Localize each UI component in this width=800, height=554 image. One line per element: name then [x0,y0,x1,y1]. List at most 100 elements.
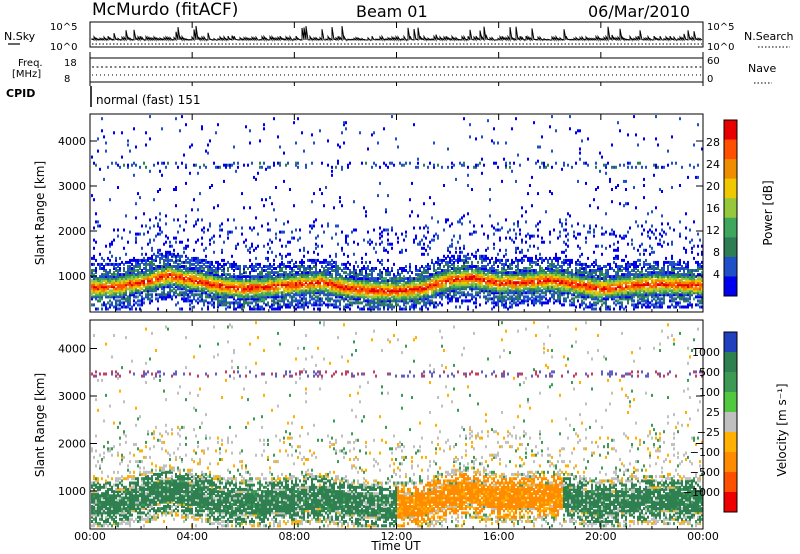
power-cell [443,285,445,289]
power-cell [247,301,249,305]
power-cell [427,295,429,299]
power-cell [401,293,403,297]
power-cell [251,291,253,295]
nave-label: Nave [748,62,776,75]
power-cell [493,289,495,293]
power-cell [481,271,483,275]
power-cell [337,283,339,287]
power-cell [475,165,477,169]
power-cell [101,281,103,285]
power-cell [199,277,201,281]
power-cell [519,258,521,262]
power-cell [251,289,253,293]
power-cell [521,238,523,242]
power-cell [151,246,153,250]
power-cell [187,295,189,299]
power-cell [259,139,261,143]
power-cell [489,277,491,281]
power-cell [499,258,501,262]
power-cell [201,258,203,262]
power-cell [319,260,321,264]
power-cell [299,281,301,285]
power-cell [455,267,457,270]
power-cell [225,285,227,289]
power-cell [475,283,477,287]
power-cell [337,271,339,275]
power-cell [237,295,239,299]
power-cell [415,301,417,305]
power-cell [371,287,373,291]
power-cell [237,283,239,287]
power-cell [517,269,519,272]
power-cell [439,279,441,283]
power-cell [199,258,201,262]
power-cell [359,301,361,305]
power-cell [121,291,123,295]
power-cell [331,281,333,285]
power-cell [463,214,465,218]
power-cell [369,291,371,295]
power-cell [483,289,485,293]
power-cell [323,291,325,295]
power-cell [225,307,227,311]
power-cell [419,291,421,295]
power-cell [461,267,463,270]
power-cell [527,291,529,295]
power-cell [399,161,401,165]
power-cell [379,271,381,275]
power-cell [463,275,465,279]
power-cell [213,295,215,299]
power-cell [295,228,297,232]
power-cell [127,273,129,277]
power-cell [497,289,499,293]
power-cell [107,301,109,305]
power-cell [297,277,299,281]
power-cell [285,163,287,167]
power-cell [179,258,181,262]
power-cell [281,297,283,301]
power-cell [171,295,173,299]
power-cell [157,299,159,303]
power-cell [451,297,453,301]
power-cell [175,267,177,270]
power-cell [163,254,165,258]
power-cell [105,283,107,287]
power-cell [149,293,151,297]
power-cell [503,273,505,277]
power-cell [473,230,475,234]
power-cell [319,289,321,293]
power-cell [505,218,507,222]
power-cell [183,297,185,301]
power-cell [551,283,553,287]
power-cell [491,287,493,291]
power-cell [425,285,427,289]
power-cell [409,198,411,202]
power-cell [313,291,315,295]
power-cell [459,287,461,291]
power-cell [95,271,97,275]
power-cell [557,277,559,281]
power-cell [187,279,189,283]
power-cell [259,299,261,303]
power-cell [183,291,185,295]
power-cell [183,228,185,232]
power-cell [449,244,451,248]
power-cell [199,293,201,297]
power-cell [231,163,233,167]
power-cell [285,267,287,270]
power-cell [521,291,523,295]
power-cell [415,234,417,238]
power-cell [447,271,449,275]
power-cell [257,277,259,281]
power-cell [355,301,357,305]
power-cell [243,297,245,301]
power-cell [461,291,463,295]
power-cell [551,295,553,299]
power-cell [373,289,375,293]
power-cell [367,147,369,151]
power-cell [533,283,535,287]
power-cell [527,289,529,293]
power-cell [219,165,221,169]
power-cell [365,287,367,291]
power-cell [95,258,97,262]
